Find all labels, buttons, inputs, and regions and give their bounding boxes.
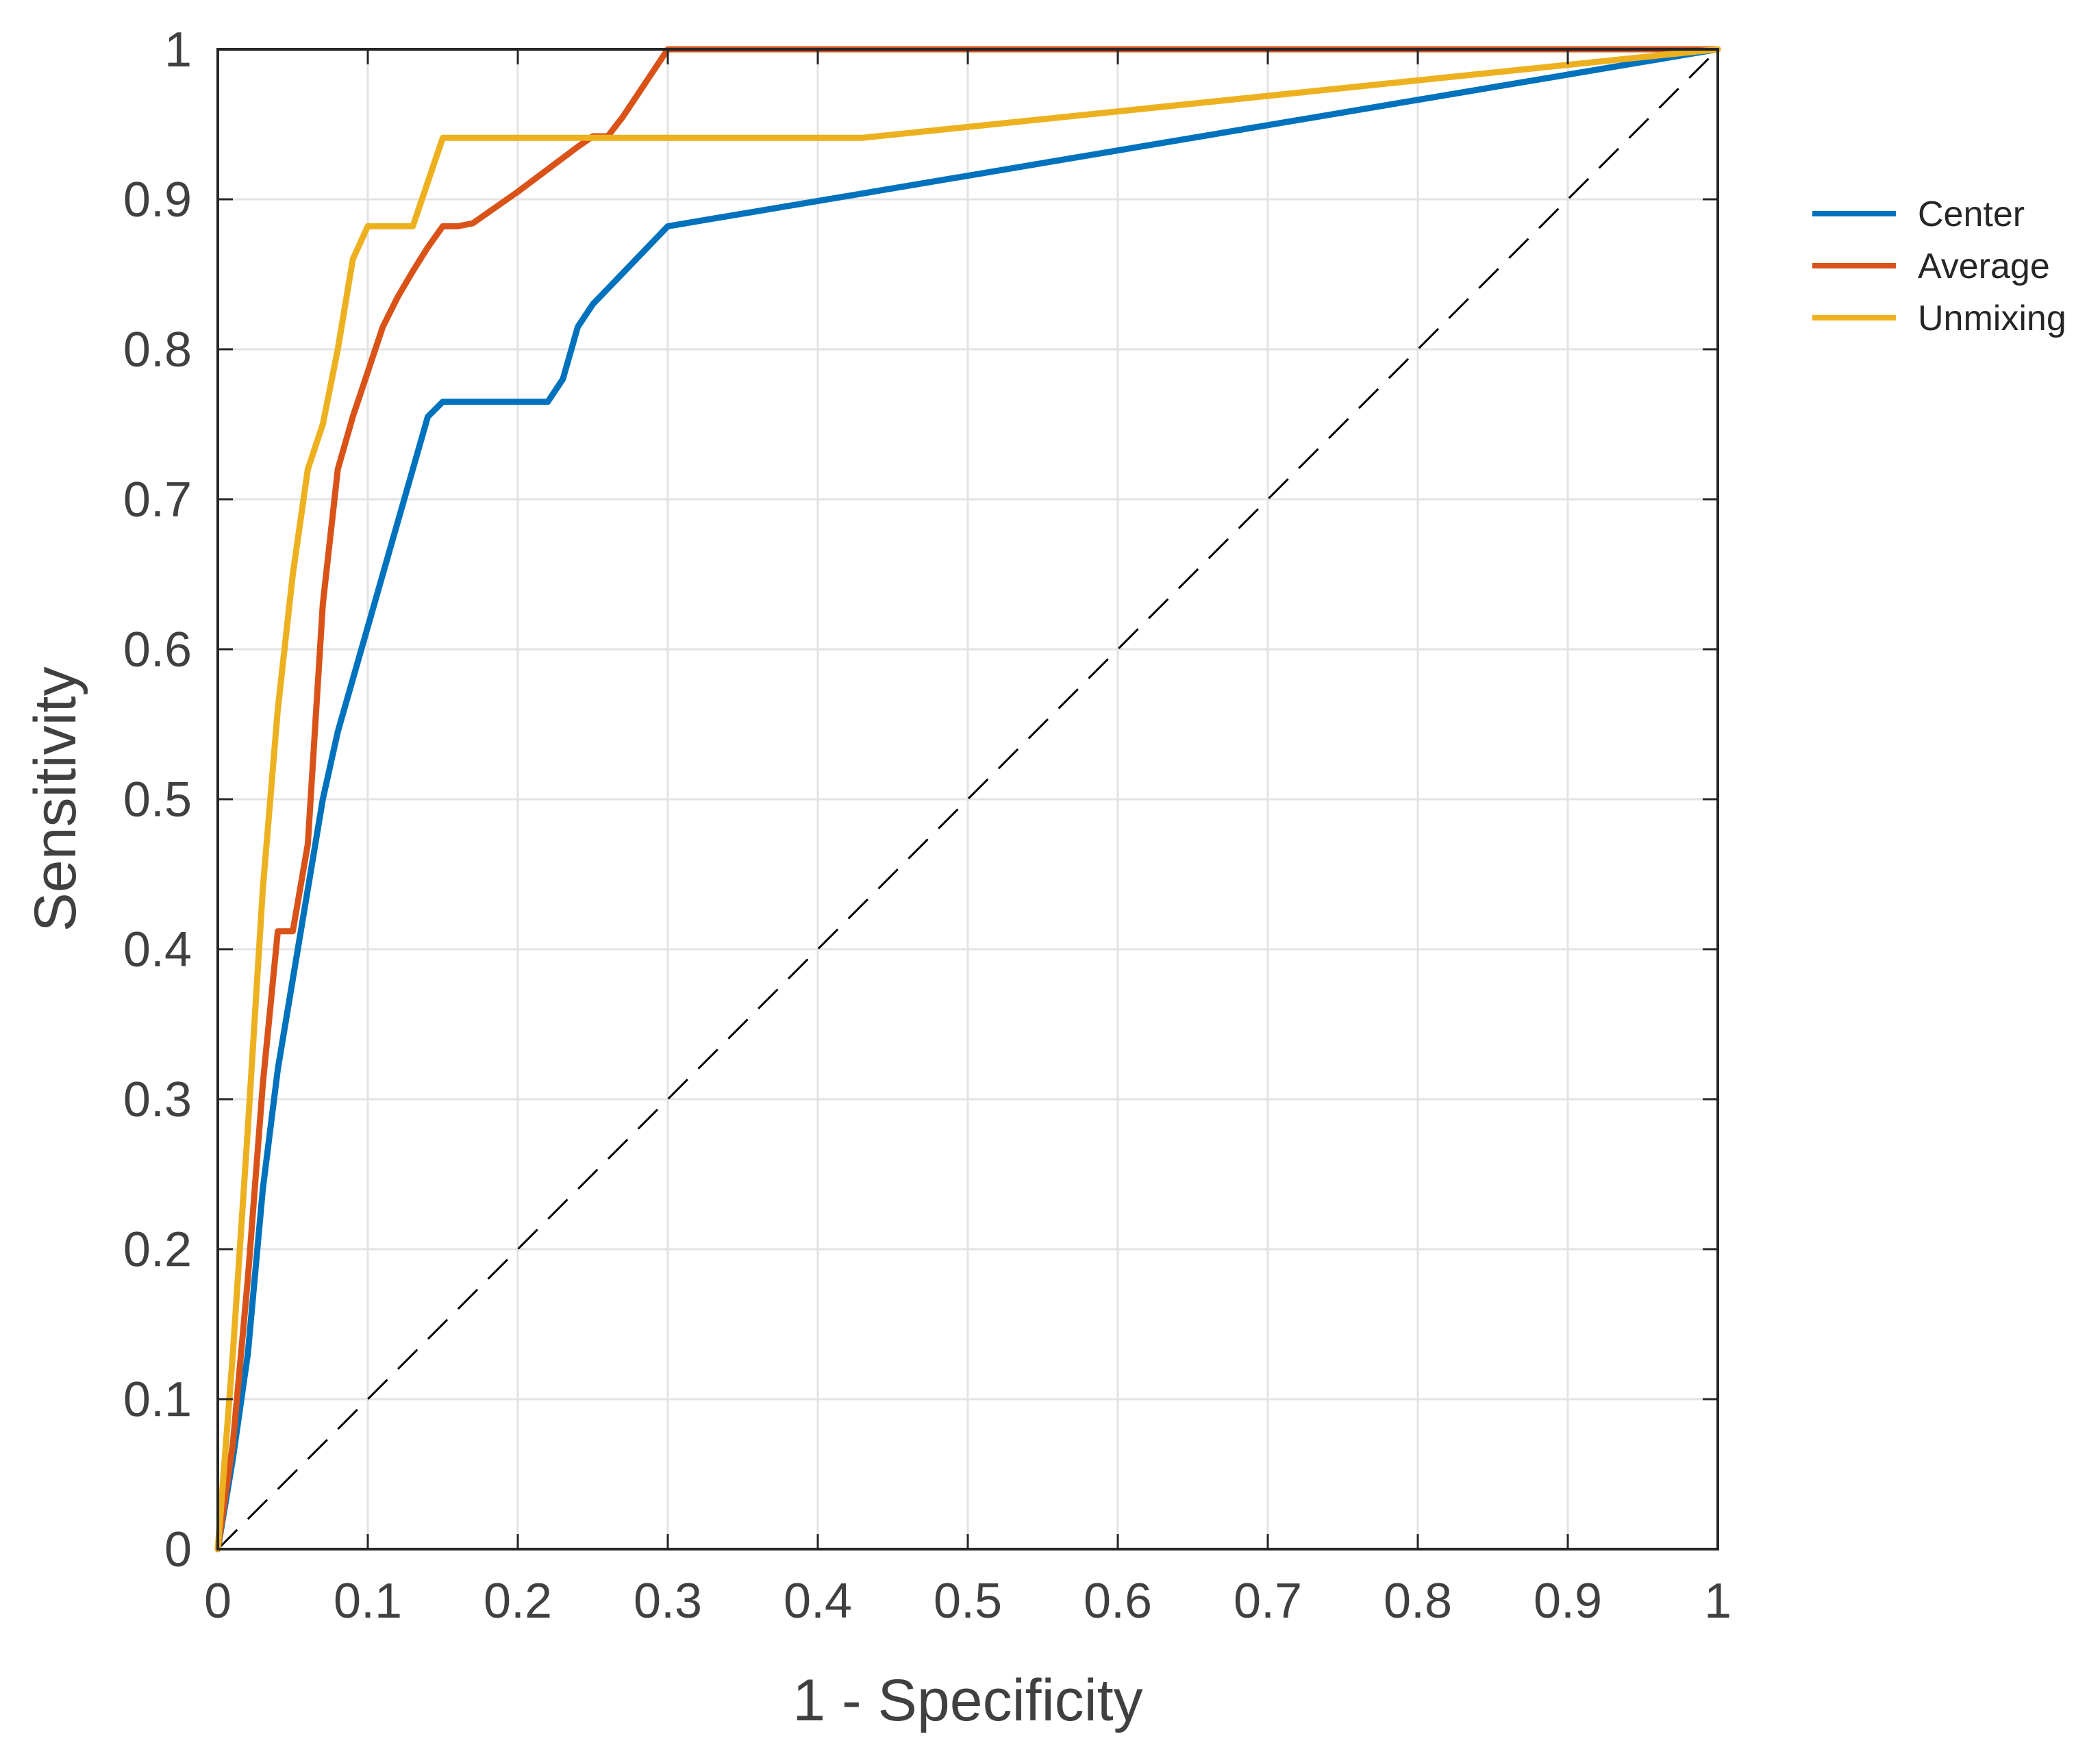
legend: Center Average Unmixing [1812, 194, 2066, 338]
chance-reference-line [216, 48, 1719, 1551]
x-tick-label: 0.8 [1384, 1574, 1452, 1629]
x-tick-labels: 0 0.1 0.2 0.3 0.4 0.5 0.6 0.7 0.8 0.9 1 [204, 1574, 1732, 1629]
y-tick-label: 0.6 [123, 623, 192, 677]
x-axis-title: 1 - Specificity [792, 1668, 1142, 1733]
legend-item-center: Center [1812, 194, 2025, 234]
x-tick-label: 1 [1704, 1574, 1732, 1629]
series-layer [214, 46, 1721, 1553]
y-tick-labels: 0 0.1 0.2 0.3 0.4 0.5 0.6 0.7 0.8 0.9 1 [123, 23, 192, 1577]
y-axis-title: Sensitivity [23, 666, 88, 931]
y-tick-label: 0.1 [123, 1372, 192, 1427]
x-tick-label: 0.2 [484, 1574, 552, 1629]
y-tick-label: 0 [164, 1522, 192, 1577]
legend-item-average: Average [1812, 247, 2050, 286]
y-tick-label: 0.8 [123, 323, 192, 377]
y-tick-label: 0.2 [123, 1222, 192, 1277]
ticks [216, 48, 1719, 1551]
x-tick-label: 0.9 [1534, 1574, 1602, 1629]
y-tick-label: 0.5 [123, 773, 192, 827]
series-line-center [214, 46, 1721, 1553]
x-tick-label: 0.4 [784, 1574, 852, 1629]
x-tick-label: 0.5 [934, 1574, 1002, 1629]
legend-label: Unmixing [1918, 299, 2066, 338]
reference-line-layer [216, 48, 1719, 1551]
grid [218, 49, 1718, 1549]
y-tick-label: 0.9 [123, 173, 192, 227]
x-tick-label: 0.7 [1234, 1574, 1302, 1629]
y-tick-label: 0.4 [123, 922, 192, 977]
x-tick-label: 0.1 [334, 1574, 402, 1629]
series-line-unmixing [214, 46, 1721, 1553]
legend-label: Average [1918, 247, 2050, 286]
x-tick-label: 0.6 [1084, 1574, 1152, 1629]
legend-label: Center [1918, 194, 2025, 234]
x-tick-label: 0.3 [634, 1574, 702, 1629]
y-tick-label: 1 [164, 23, 192, 77]
x-tick-label: 0 [204, 1574, 232, 1629]
y-tick-label: 0.3 [123, 1072, 192, 1127]
legend-item-unmixing: Unmixing [1812, 299, 2066, 338]
y-tick-label: 0.7 [123, 473, 192, 527]
